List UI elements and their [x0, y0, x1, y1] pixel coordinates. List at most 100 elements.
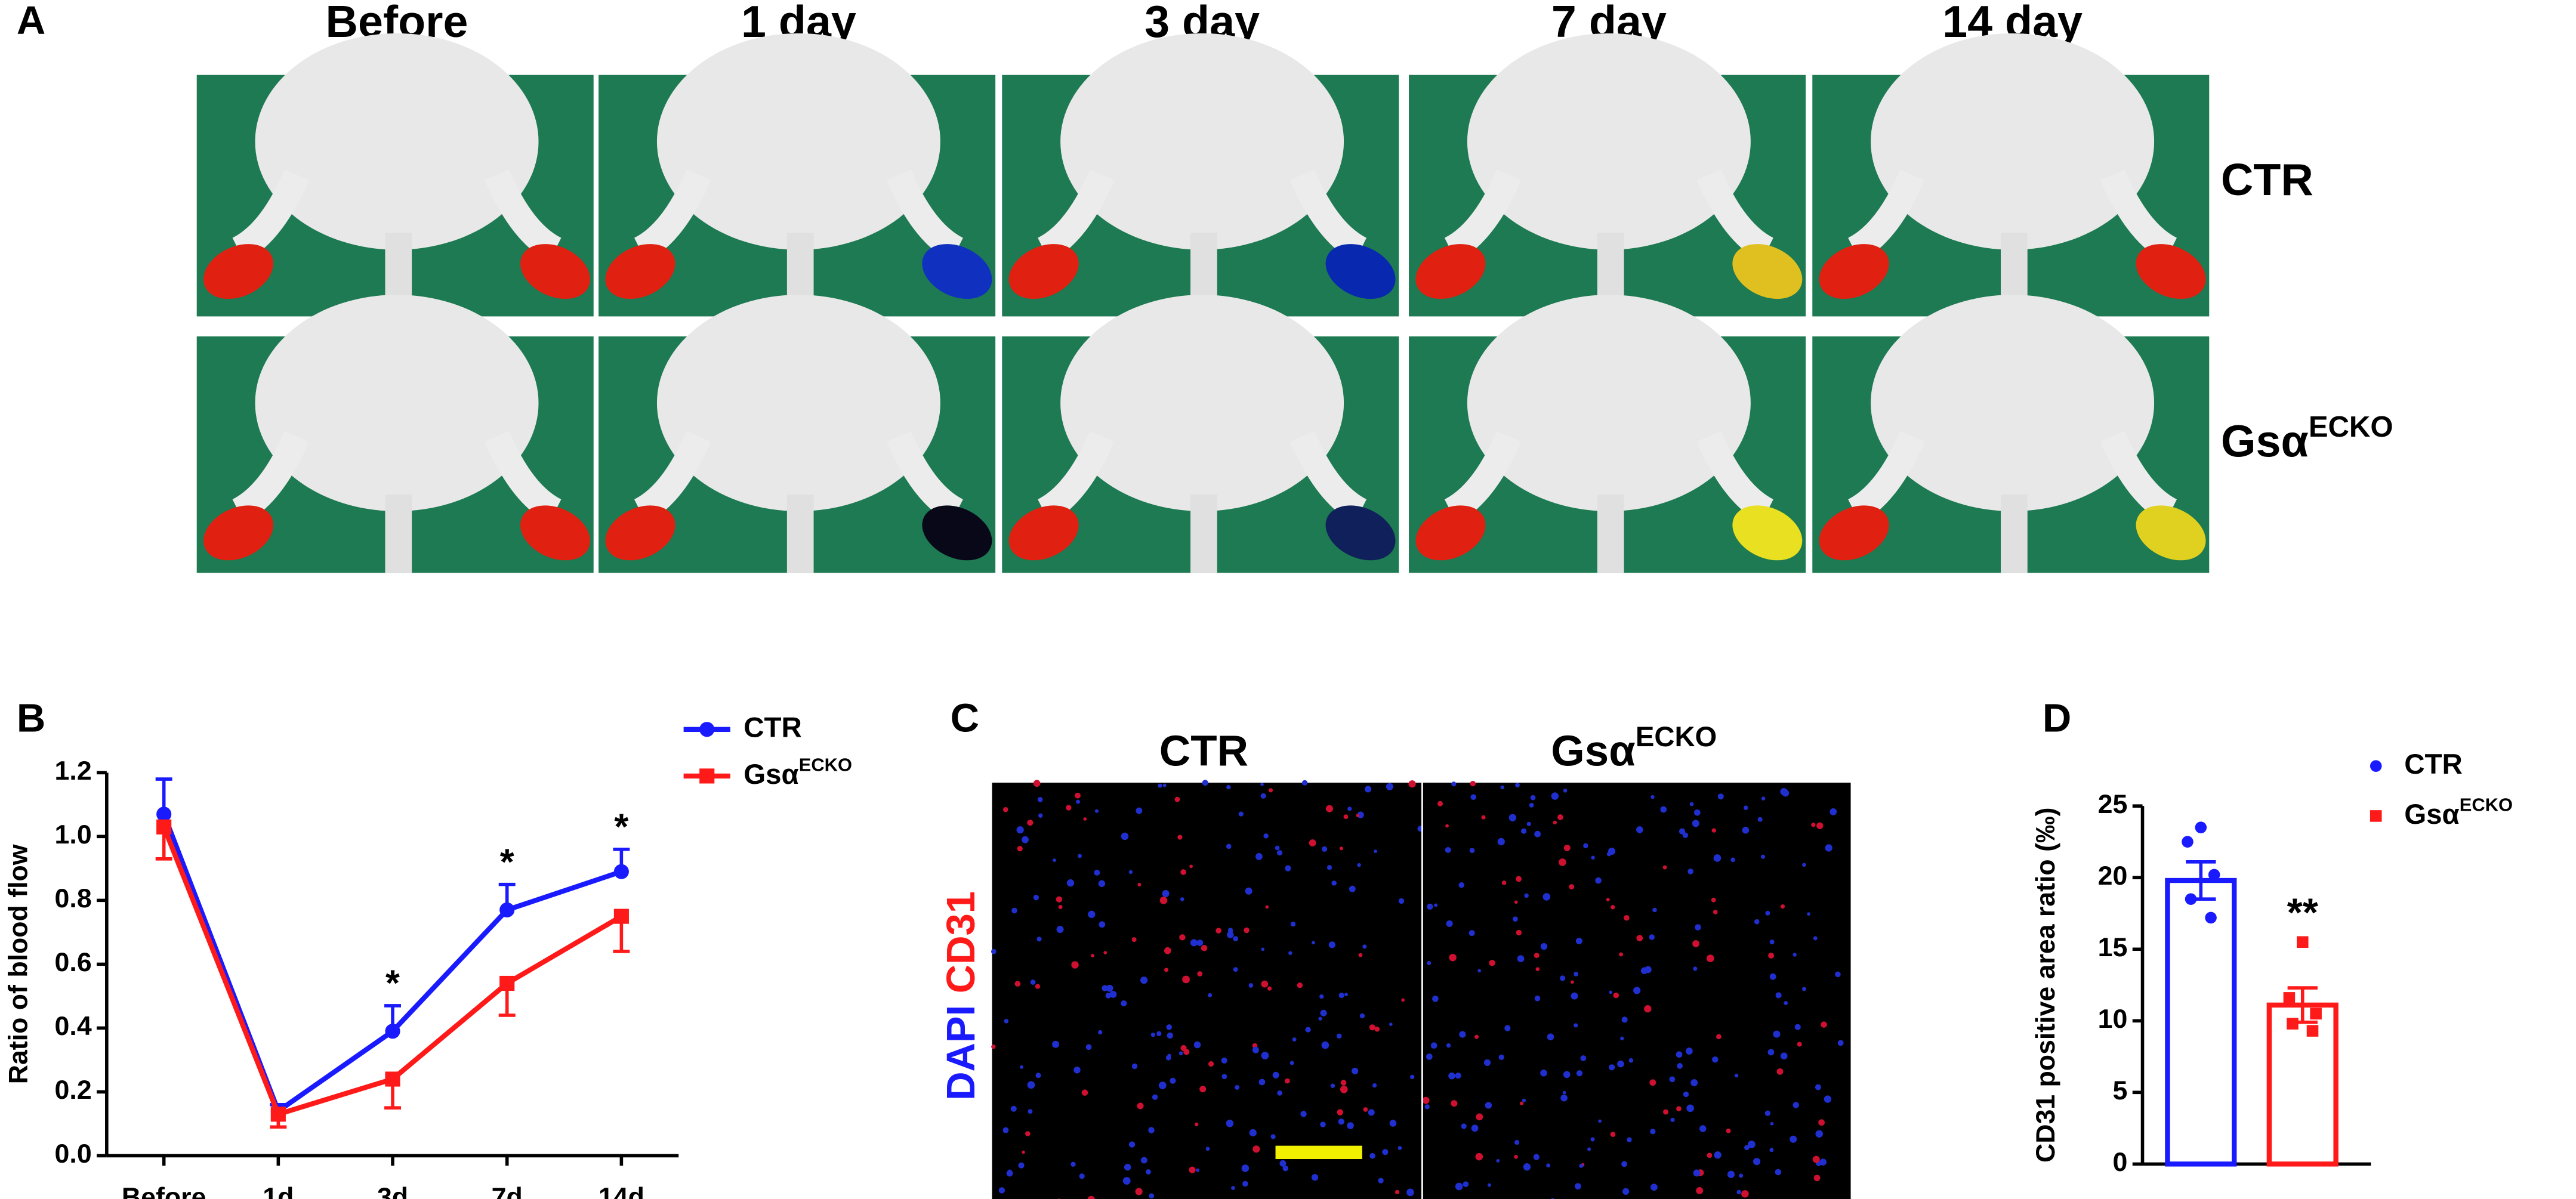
photo-paw [1325, 244, 1396, 299]
cell-dot [1309, 839, 1316, 846]
cell-dot [1330, 1083, 1335, 1088]
cell-dot [1575, 1183, 1581, 1190]
marker [385, 1024, 400, 1039]
cell-dot [1736, 1189, 1741, 1195]
cell-dot [1739, 1173, 1744, 1178]
cell-dot [1162, 889, 1170, 897]
cell-dot [1693, 1169, 1701, 1177]
cell-dot [1650, 1129, 1656, 1135]
photo-paw [605, 505, 675, 561]
cell-dot [1742, 827, 1750, 834]
cell-dot [1158, 1081, 1167, 1089]
cell-dot [1238, 811, 1244, 817]
cell-dot [1263, 833, 1269, 839]
marker [270, 1107, 286, 1122]
cell-dot [1267, 986, 1272, 991]
cell-dot [1514, 1140, 1520, 1145]
cell-dot [1825, 844, 1832, 852]
y-tick-label: 0 [2112, 1148, 2127, 1177]
cell-dot [1696, 1186, 1704, 1194]
cell-dot [1716, 1034, 1722, 1040]
cell-dot [1025, 1131, 1031, 1136]
cell-dot [1288, 951, 1292, 956]
cell-dot [1530, 795, 1536, 801]
stain-dapi: DAPI [939, 1005, 983, 1101]
cell-dot [1094, 809, 1099, 813]
data-point [2195, 821, 2207, 833]
cell-dot [1559, 975, 1566, 981]
cell-dot [1279, 1160, 1287, 1167]
cell-dot [1037, 797, 1043, 802]
photo-paw [520, 244, 590, 299]
cell-dot [1508, 814, 1517, 821]
cell-dot [1676, 1051, 1683, 1058]
cell-dot [1033, 780, 1041, 787]
cell-dot [1320, 1009, 1327, 1016]
photo [1409, 295, 1806, 573]
photo-paw [520, 505, 590, 561]
cell-dot [1244, 927, 1250, 934]
marker [156, 819, 172, 835]
cell-dot [1769, 940, 1775, 945]
cell-dot [1516, 929, 1522, 936]
cell-dot [1300, 1111, 1307, 1117]
cell-dot [1547, 1033, 1554, 1040]
y-tick-label: 0.8 [55, 884, 92, 913]
y-tick-label: 0.2 [55, 1076, 92, 1105]
cell-dot [1760, 854, 1766, 859]
cell-dot [1070, 1161, 1076, 1167]
cell-dot [1079, 1173, 1085, 1179]
cell-dot [1475, 1152, 1483, 1161]
cell-dot [1427, 960, 1432, 965]
cell-dot [1397, 1146, 1402, 1150]
cell-dot [1813, 1175, 1821, 1182]
cell-dot [1574, 972, 1579, 976]
cell-dot [1819, 1158, 1827, 1166]
cell-dot [1496, 1159, 1500, 1163]
cell-dot [1359, 1013, 1365, 1019]
cell-dot [1227, 928, 1233, 933]
photo-body [1060, 295, 1344, 512]
cell-dot [1075, 792, 1081, 799]
cell-dot [1121, 1000, 1127, 1007]
cell-dot [1208, 1061, 1214, 1067]
cell-dot [1743, 805, 1748, 810]
cell-dot [1471, 1124, 1479, 1132]
cell-dot [1199, 1086, 1207, 1093]
cell-dot [1590, 1137, 1595, 1142]
cell-dot [1540, 1070, 1547, 1077]
cell-dot [1347, 1122, 1354, 1129]
cell-dot [1410, 1074, 1415, 1080]
cell-dot [1514, 900, 1518, 904]
cell-dot [1179, 934, 1186, 941]
cell-dot [1137, 882, 1142, 886]
data-point [2182, 836, 2194, 848]
cell-dot [1776, 1068, 1784, 1075]
photo [196, 33, 594, 317]
cell-dot [1686, 1104, 1694, 1113]
data-point [2287, 1018, 2299, 1030]
cell-dot [1685, 1047, 1693, 1055]
cell-dot [1469, 848, 1475, 853]
cell-dot [1241, 1164, 1250, 1172]
cell-dot [1066, 805, 1072, 811]
cell-dot [1336, 1033, 1342, 1039]
cell-dot [1523, 1163, 1531, 1171]
cell-dot [1802, 863, 1806, 867]
cell-dot [1446, 1043, 1451, 1048]
cell-dot [1145, 1169, 1151, 1175]
cell-dot [1770, 1121, 1774, 1126]
cell-dot [1195, 1122, 1199, 1127]
cell-dot [1422, 1096, 1430, 1104]
cell-dot [1474, 1034, 1479, 1039]
cell-dot [1663, 1109, 1668, 1115]
panel-label: A [17, 0, 45, 43]
photo [599, 295, 996, 573]
cell-dot [1258, 1079, 1266, 1086]
cell-dot [1734, 1073, 1739, 1078]
cell-dot [1611, 905, 1615, 910]
cell-dot [1202, 780, 1208, 786]
data-point [2205, 911, 2217, 924]
cell-dot [1221, 1057, 1227, 1064]
cell-dot [1515, 783, 1520, 788]
